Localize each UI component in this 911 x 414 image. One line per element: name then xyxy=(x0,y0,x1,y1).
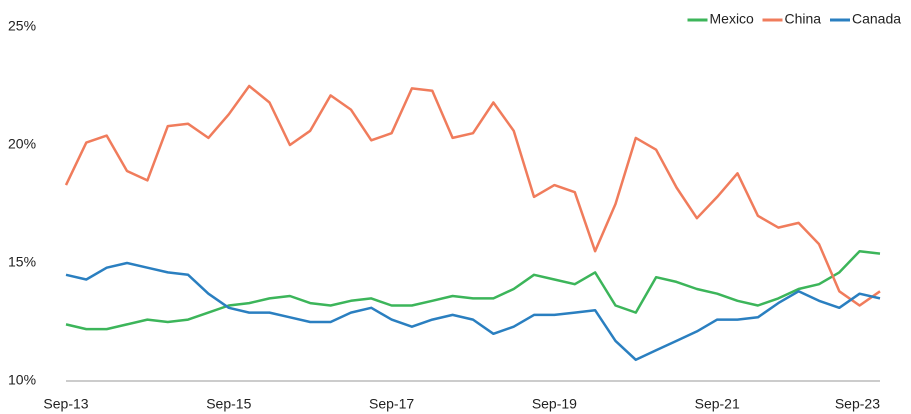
y-tick-label: 25% xyxy=(8,18,36,34)
line-series xyxy=(64,84,881,307)
x-tick-label: Sep-13 xyxy=(43,396,88,412)
x-tick-label: Sep-19 xyxy=(532,396,577,412)
line-series xyxy=(65,249,881,331)
y-tick-label: 15% xyxy=(8,254,36,270)
line-series xyxy=(65,261,881,362)
x-tick-label: Sep-17 xyxy=(369,396,414,412)
x-tick-label: Sep-21 xyxy=(695,396,740,412)
x-tick-label: Sep-15 xyxy=(206,396,251,412)
legend-label: China xyxy=(785,11,822,27)
legend-label: Mexico xyxy=(710,11,755,27)
y-tick-label: 20% xyxy=(8,136,36,152)
y-tick-label: 10% xyxy=(8,372,36,388)
legend-label: Canada xyxy=(852,11,901,27)
x-tick-label: Sep-23 xyxy=(835,396,880,412)
